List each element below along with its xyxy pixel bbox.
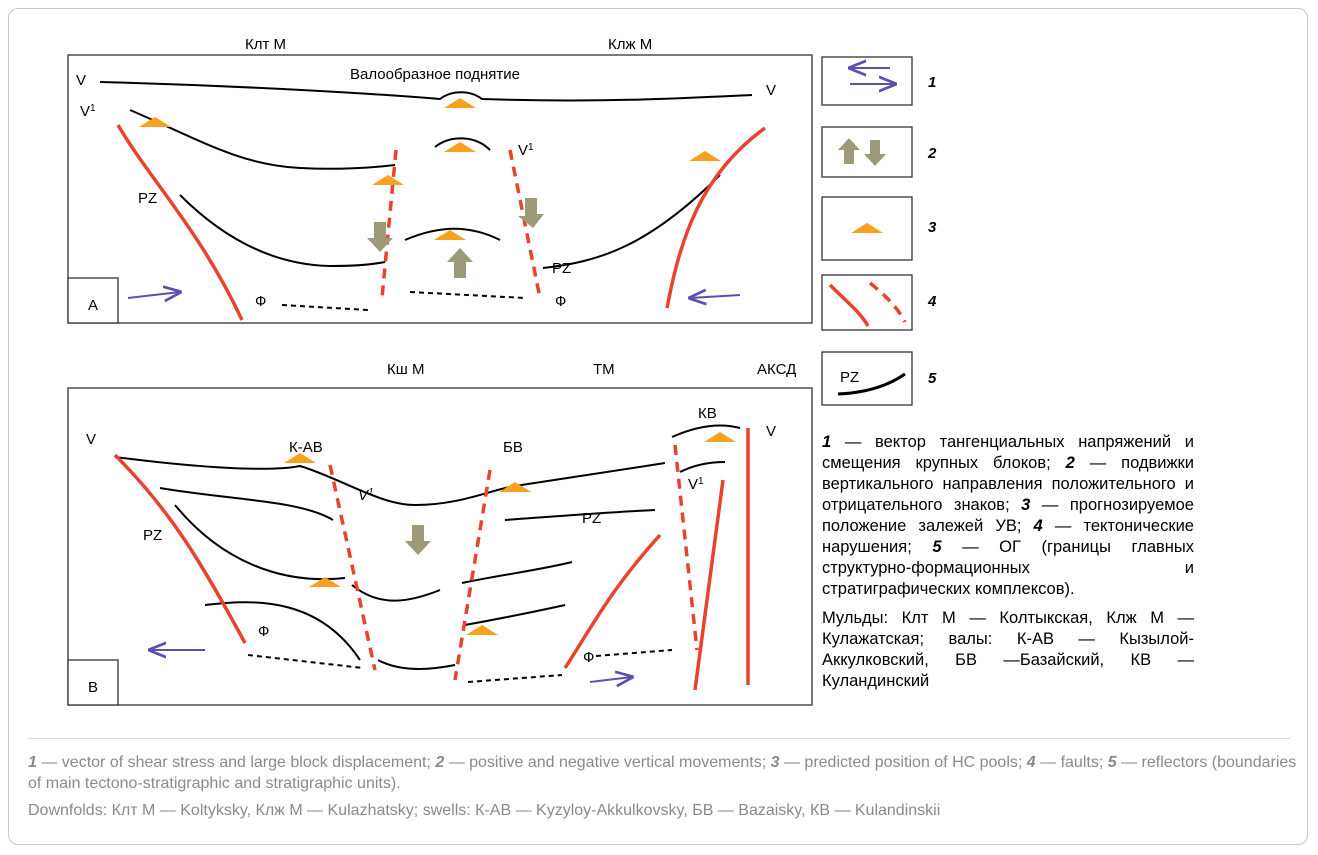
item-number: 2 <box>1065 454 1075 472</box>
panel-title: Валообразное поднятие <box>350 66 520 83</box>
panel-letter: А <box>88 297 98 314</box>
label: Ф <box>255 293 266 310</box>
label-sup: 1 <box>368 487 374 498</box>
item-number: 3 <box>1021 496 1031 514</box>
item-number: 3 <box>770 754 780 771</box>
item-number: 1 <box>822 433 832 451</box>
label: V1 <box>688 476 704 494</box>
top-label: Клж М <box>608 36 652 53</box>
label-text: КВ <box>698 405 717 422</box>
item-number: 2 <box>435 754 445 771</box>
legend-number: 2 <box>927 145 937 162</box>
label: V <box>766 423 776 440</box>
label-text: Ф <box>583 649 594 666</box>
item-number: 4 <box>1033 517 1043 535</box>
legend <box>821 56 913 406</box>
panel-a-lines <box>99 81 767 321</box>
note: Мульды: Клт М — Колтыкская, Клж М — Кула… <box>822 609 1194 690</box>
label: Ф <box>555 293 566 310</box>
label: V1 <box>80 103 96 121</box>
label: PZ <box>582 510 601 527</box>
label: V <box>76 72 86 89</box>
item-text: — ОГ (границы главных структурно-формаци… <box>822 538 1194 598</box>
item-text: — reflectors (boundaries of main tectono… <box>28 754 1297 792</box>
panel-letter: В <box>88 679 98 696</box>
item-number: 1 <box>28 754 37 771</box>
label: V1 <box>518 142 534 160</box>
label-text: V <box>688 476 698 493</box>
label-text: К-АВ <box>289 439 323 456</box>
label-text: V <box>76 72 86 89</box>
label: Ф <box>258 623 269 640</box>
top-label: ТМ <box>593 361 615 378</box>
panel-a-letter-box <box>67 277 119 324</box>
item-text: — вектор тангенциальных напряжений и сме… <box>822 433 1194 472</box>
label: Ф <box>583 649 594 666</box>
label-text: Ф <box>555 293 566 310</box>
panel-b-box <box>67 387 813 706</box>
label: КВ <box>698 405 717 422</box>
label-sup: 1 <box>90 103 96 114</box>
items: 1 — vector of shear stress and large blo… <box>28 752 1298 794</box>
label-text: БВ <box>503 439 523 456</box>
note: Downfolds: Клт М — Koltyksky, Клж М — Ku… <box>28 802 941 819</box>
label-sup: 1 <box>698 476 704 487</box>
label: PZ <box>143 527 162 544</box>
item-number: 5 <box>1107 754 1117 771</box>
item-text: — faults; <box>1040 754 1104 771</box>
item-text: — подвижки вертикального направления пол… <box>822 454 1194 514</box>
label-text: V <box>518 142 528 159</box>
item-text: — vector of shear stress and large block… <box>41 754 431 771</box>
items: 1 — вектор тангенциальных напряжений и с… <box>822 432 1194 600</box>
label-text: V <box>766 423 776 440</box>
caption: 1 — vector of shear stress and large blo… <box>28 752 1298 827</box>
explanation: 1 — вектор тангенциальных напряжений и с… <box>822 432 1194 700</box>
item-number: 5 <box>932 538 942 556</box>
figure-frame <box>8 8 1308 845</box>
label: К-АВ <box>289 439 323 456</box>
label-text: V <box>80 103 90 120</box>
top-label: АКСД <box>757 361 796 378</box>
label-text: Ф <box>258 623 269 640</box>
label-sup: 1 <box>528 142 534 153</box>
label: PZ <box>552 260 571 277</box>
item-text: — predicted position of HC pools; <box>783 754 1023 771</box>
label: V1 <box>358 487 374 505</box>
label-text: Ф <box>255 293 266 310</box>
label-text: PZ <box>138 190 157 207</box>
top-label: Кш М <box>387 361 424 378</box>
label: V <box>766 82 776 99</box>
top-label: Клт М <box>245 36 286 53</box>
label-text: V <box>86 431 96 448</box>
label: PZ <box>138 190 157 207</box>
item-text: — positive and negative vertical movemen… <box>448 754 767 771</box>
legend-number: 4 <box>927 293 937 310</box>
panel-b-letter-box <box>67 659 119 706</box>
item-number: 4 <box>1026 754 1036 771</box>
panel-a-box <box>67 54 813 324</box>
legend-number: 5 <box>928 370 937 387</box>
label-text: PZ <box>582 510 601 527</box>
label: V <box>86 431 96 448</box>
label-text: PZ <box>552 260 571 277</box>
label-text: V <box>766 82 776 99</box>
legend-pz: PZ <box>840 369 859 386</box>
legend-number: 3 <box>928 219 937 236</box>
item-text: — прогнозируемое положение залежей УВ; <box>822 496 1194 535</box>
item-text: — тектонические нарушения; <box>822 517 1194 556</box>
legend-number: 1 <box>928 74 936 91</box>
label: БВ <box>503 439 523 456</box>
separator <box>28 738 1290 739</box>
label-text: PZ <box>143 527 162 544</box>
panel-b-lines <box>113 424 750 691</box>
label-text: V <box>358 487 370 504</box>
